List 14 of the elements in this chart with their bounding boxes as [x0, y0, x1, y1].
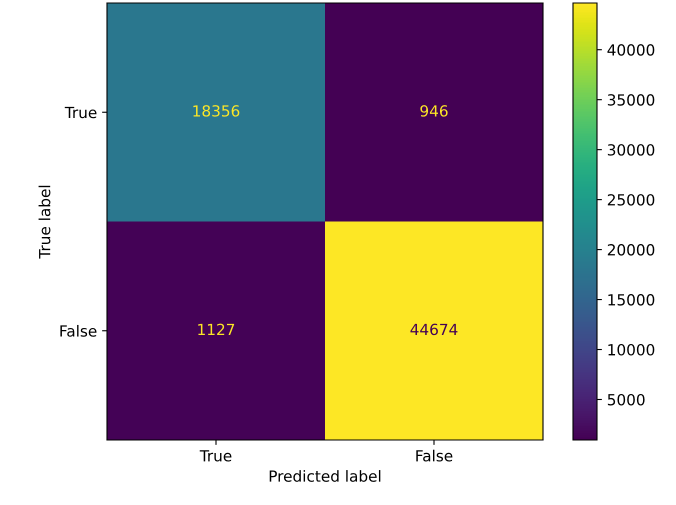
color-bar-label: 30000 [608, 144, 654, 156]
data-label: 44674 [410, 324, 458, 336]
color-bar-label: 25000 [608, 194, 654, 206]
color-bar-label: 5000 [608, 394, 645, 406]
y-axis-title: True label [38, 186, 50, 259]
data-label: 18356 [193, 105, 240, 117]
data-label: 946 [420, 105, 448, 117]
color-bar-label: 20000 [608, 244, 654, 256]
color-bar-label: 40000 [607, 44, 654, 56]
x-axis-title: Predicted label [270, 470, 380, 482]
color-bar-label: 35000 [608, 94, 654, 106]
color-bar-label: 10000 [608, 344, 654, 356]
data-label: 1127 [198, 324, 234, 335]
color-bar-label: 15000 [608, 294, 654, 306]
